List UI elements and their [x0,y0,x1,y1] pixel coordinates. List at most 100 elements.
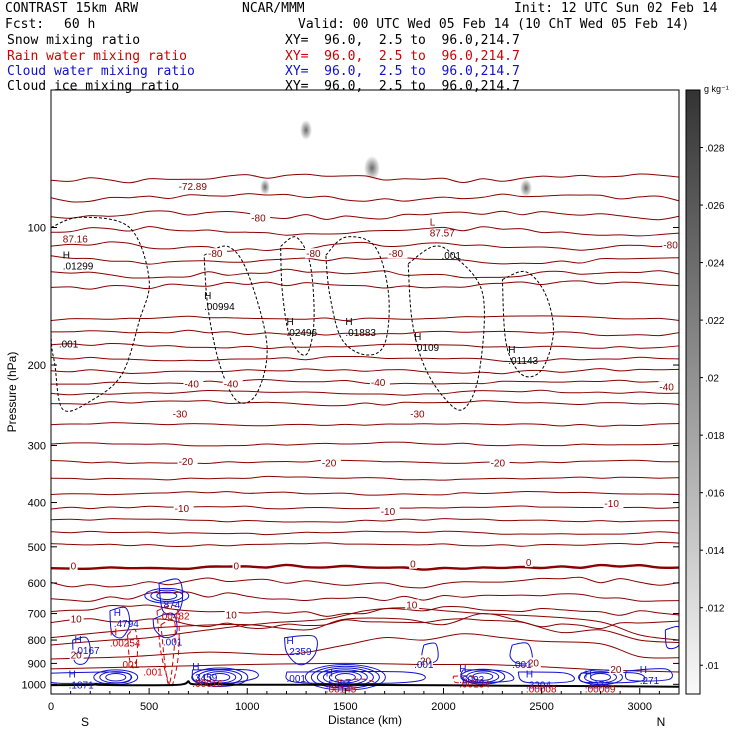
y-tick-label: 100 [28,223,46,235]
rain-contour [127,628,138,669]
cloud-water-ring [99,671,133,684]
extremum-value: .00145 [326,684,357,695]
cloud-ice-contours [51,216,554,412]
contour-label: -40 [659,382,674,393]
y-tick-label: 500 [28,542,46,554]
extremum-marker: H [75,635,82,646]
contour-label-bg [171,408,192,419]
temperature-contours [51,173,679,673]
contour-label-bg [69,560,78,571]
colorbar-tick-label: .026 [705,201,725,212]
cloud-water-ring [105,672,127,682]
extremum-value: .6093 [459,675,484,686]
contour-label-bg [177,456,198,467]
cloud-water-ring [328,671,362,684]
extremum-value: .00016 [192,679,223,690]
south-endpoint: S [81,715,89,729]
x-tick-label: 2000 [431,701,455,713]
field-rain-xy: XY= 96.0, 2.5 to 96.0,214.7 [285,49,520,64]
contour-label: -40 [224,380,239,391]
contour-label: -10 [604,499,619,510]
terrain-line [51,680,679,688]
extremum-value: .2359 [287,647,312,658]
snow-shading-1 [300,120,312,140]
cloud-water-ring [578,669,623,686]
field-cloudwater-xy: XY= 96.0, 2.5 to 96.0,214.7 [285,64,520,79]
isotherm [51,241,679,252]
y-axis-label: Pressure (hPa) [5,352,19,433]
contour-label: -20 [322,458,337,469]
contour-label-bg [224,609,239,620]
cloud-water-contour [109,606,131,639]
cloud-water-contour [509,642,533,665]
valid-time: Valid: 00 UTC Wed 05 Feb 14 (10 ChT Wed … [298,17,690,32]
contour-label: 10 [71,615,83,626]
contour-label-bg [662,239,683,250]
colorbar-tick-label: .028 [705,144,725,155]
y-tick-label: 400 [28,498,46,510]
isotherm [51,576,679,589]
x-tick-label: 500 [140,701,158,713]
extremum-value: .3373 [585,680,610,691]
extremum-value: .01143 [508,356,538,367]
contour-label: 20 [71,651,83,662]
extremum-marker: H [526,669,533,680]
cloud-water-contours [51,578,679,691]
extremum-value: .00134 [459,680,490,691]
isotherm [51,355,679,363]
extremum-marker: H [345,317,352,328]
isotherm [51,226,679,237]
extremum-value: 87.16 [63,234,88,245]
contour-label-bg [603,498,624,509]
contour-label-bg [524,556,533,567]
colorbar-tick-label: .012 [705,604,725,615]
extremum-value: .874 [161,600,181,611]
y-tick-label: 800 [28,635,46,647]
field-rain-name: Rain water mixing ratio [7,49,188,64]
isotherm [51,591,679,602]
contour-label: -30 [173,410,188,421]
ice-contour [501,270,554,378]
cloud-water-ring [191,667,249,687]
extremum-marker: H [414,332,421,343]
colorbar-tick-label: .02 [705,374,719,385]
extremum-marker: H [110,628,117,639]
snow-shading-2 [364,156,380,180]
extremum-marker: H [192,662,199,673]
colorbar-tick-label: .01 [705,661,719,672]
contour-label: -72.89 [179,182,208,193]
isotherm [51,475,679,481]
colorbar-tick-label: .016 [705,489,725,500]
y-tick-label: 1000 [22,679,46,691]
extremum-value: .02496 [287,328,318,339]
contour-label: -10 [381,507,396,518]
forecast-hours: 60 h [64,17,96,32]
y-tick-label: 700 [28,609,46,621]
ice-contour [407,245,485,411]
colorbar-unit: g kg⁻¹ [704,84,729,94]
extremum-value: .001 [120,660,140,671]
extremum-marker: H [585,669,592,680]
y-tick-label: 300 [28,440,46,452]
contour-label-bg [173,502,194,513]
x-tick-label: 1500 [333,701,357,713]
contour-label: 20 [420,656,432,667]
contour-label: -80 [663,240,678,251]
x-axis-label: Distance (km) [328,713,402,727]
colorbar-tick-label: .022 [705,316,725,327]
ice-contour [280,236,315,356]
contour-label: -30 [410,410,425,421]
contour-label: -20 [179,457,194,468]
field-snow-xy: XY= 96.0, 2.5 to 96.0,214.7 [285,33,520,48]
contour-label-bg [177,181,216,192]
contour-label: -80 [251,213,266,224]
cloud-water-ring [316,667,374,687]
extremum-value: .0109 [414,343,439,354]
contour-label: 10 [406,600,418,611]
extremum-value: .4794 [114,619,139,630]
isotherm [51,268,679,279]
isotherm [51,422,679,427]
isotherm [51,342,679,350]
cloud-water-contour [664,625,679,650]
forecast-label: Fcst: [5,17,45,32]
